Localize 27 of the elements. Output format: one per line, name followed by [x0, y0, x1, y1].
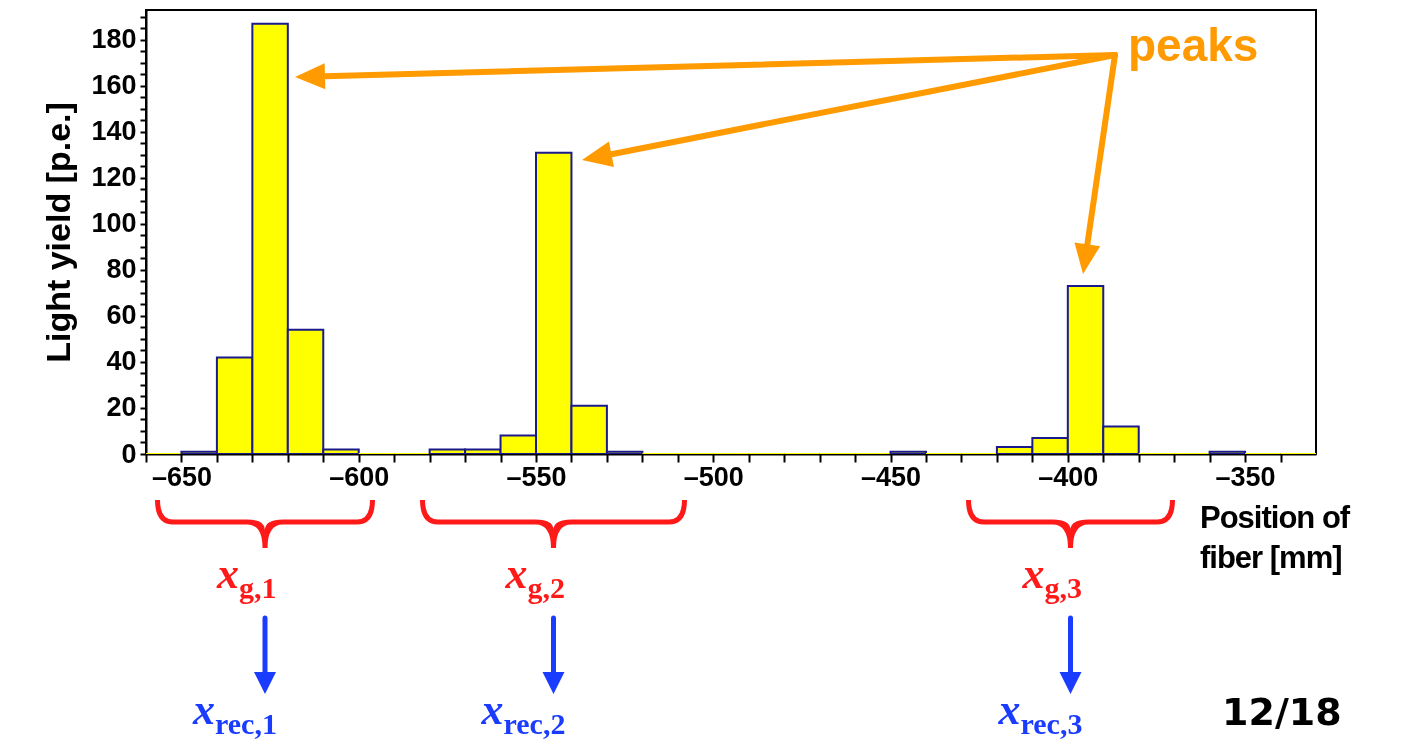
text: x$_{g,2}$	[505, 548, 565, 605]
x-tick-label: –450	[861, 461, 922, 492]
text: 12/18	[1222, 690, 1342, 734]
x-tick-label: –350	[1215, 461, 1276, 492]
x-tick-label: –500	[683, 461, 744, 492]
text: x$_{g,3}$	[1022, 548, 1082, 605]
y-axis-title: Light yield [p.e.]	[39, 102, 78, 363]
y-tick-label: 140	[91, 116, 137, 147]
y-tick-label: 80	[106, 254, 137, 285]
y-tick-label: 40	[106, 346, 137, 377]
y-tick-label: 120	[91, 162, 137, 193]
text: x$_{rec,1}$	[193, 684, 277, 741]
x-tick-label: –600	[329, 461, 390, 492]
y-tick-label: 60	[106, 300, 137, 331]
annotation: peaks	[1128, 18, 1259, 72]
text: x$_{rec,2}$	[481, 684, 566, 741]
y-tick-label: 100	[91, 208, 137, 239]
y-tick-label: 0	[121, 438, 137, 469]
text: x$_{rec,3}$	[998, 684, 1083, 741]
text: x$_{g,1}$	[217, 548, 277, 605]
x-tick-label: –550	[506, 461, 567, 492]
y-tick-label: 160	[91, 70, 137, 101]
x-tick-label: –400	[1038, 461, 1099, 492]
x-axis-title: Position of fiber [mm]	[1200, 499, 1351, 577]
y-tick-label: 180	[91, 24, 137, 55]
x-tick-label: –650	[151, 461, 212, 492]
y-tick-label: 20	[106, 392, 137, 423]
